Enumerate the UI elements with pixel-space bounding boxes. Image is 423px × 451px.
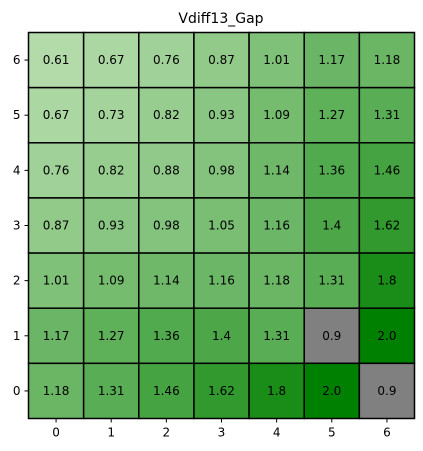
cell-value-label: 1.18 [374, 53, 401, 67]
x-tick-label: 4 [273, 426, 281, 440]
heatmap-cell [82, 307, 140, 365]
heatmap-cell [82, 197, 140, 254]
cell-value-label: 1.8 [267, 384, 286, 398]
heatmap-cell [138, 142, 195, 199]
cell-value-label: 0.73 [98, 108, 125, 122]
cell-value-label: 0.61 [43, 53, 70, 67]
cell-value-label: 1.31 [318, 274, 345, 288]
heatmap-cell [27, 252, 85, 309]
cell-value-label: 0.93 [208, 108, 235, 122]
cell-value-label: 0.82 [153, 108, 180, 122]
cell-value-label: 0.87 [43, 219, 70, 233]
x-tick-label: 6 [383, 426, 391, 440]
cell-value-label: 0.87 [208, 53, 235, 67]
y-tick-label: 3 [13, 219, 21, 233]
x-tick-label: 2 [163, 426, 171, 440]
cell-value-label: 1.31 [98, 384, 125, 398]
cell-value-label: 1.14 [263, 163, 290, 177]
cell-value-label: 1.62 [208, 384, 235, 398]
heatmap-cell [358, 197, 416, 254]
y-tick-label: 1 [13, 329, 21, 343]
heatmap-cell [358, 142, 416, 199]
heatmap-cell [82, 142, 140, 199]
x-tick-label: 1 [107, 426, 115, 440]
cell-value-label: 0.9 [322, 329, 341, 343]
cell-value-label: 1.16 [208, 274, 235, 288]
cell-value-label: 1.46 [374, 163, 401, 177]
cell-value-label: 0.88 [153, 163, 180, 177]
heatmap-cell [303, 197, 361, 254]
y-axis: 6 5 4 3 2 1 0 [13, 53, 29, 398]
cell-value-label: 0.9 [377, 384, 396, 398]
heatmap-cell [303, 31, 361, 89]
heatmap-cells: 0.61 0.67 0.76 0.87 1.01 1.17 1.18 0.67 0.73 0.82… [27, 31, 416, 420]
cell-value-label: 0.67 [43, 108, 70, 122]
y-tick-label: 6 [13, 53, 21, 67]
x-tick-label: 0 [52, 426, 60, 440]
chart-title: Vdiff13_Gap [178, 11, 263, 27]
cell-value-label: 1.14 [153, 274, 180, 288]
cell-value-label: 0.98 [153, 219, 180, 233]
cell-value-label: 1.4 [322, 219, 341, 233]
cell-value-label: 1.31 [374, 108, 401, 122]
heatmap-cell [138, 362, 195, 420]
heatmap-cell [27, 197, 85, 254]
cell-value-label: 2.0 [322, 384, 341, 398]
cell-value-label: 0.76 [153, 53, 180, 67]
cell-value-label: 0.93 [98, 219, 125, 233]
heatmap-cell [248, 362, 305, 420]
heatmap-cell [248, 142, 305, 199]
plot-frame [28, 32, 415, 419]
cell-value-label: 1.27 [318, 108, 345, 122]
cell-value-label: 1.17 [318, 53, 345, 67]
cell-value-label: 2.0 [377, 329, 396, 343]
y-tick-label: 2 [13, 274, 21, 288]
heatmap-cell [27, 307, 85, 365]
heatmap-cell [193, 142, 250, 199]
cell-value-label: 1.17 [43, 329, 70, 343]
cell-value-label: 0.82 [98, 163, 125, 177]
heatmap-cell [358, 362, 416, 420]
cell-value-label: 1.8 [377, 274, 396, 288]
heatmap-cell [303, 362, 361, 420]
cell-value-label: 1.09 [263, 108, 290, 122]
y-tick-label: 4 [13, 163, 21, 177]
cell-value-label: 1.36 [153, 329, 180, 343]
cell-value-label: 1.05 [208, 219, 235, 233]
x-tick-label: 3 [218, 426, 226, 440]
cell-value-label: 0.67 [98, 53, 125, 67]
cell-value-label: 1.4 [212, 329, 231, 343]
x-axis: 0 1 2 3 4 5 6 [52, 418, 391, 440]
cell-value-label: 1.31 [263, 329, 290, 343]
heatmap-cell [82, 31, 140, 89]
cell-value-label: 0.76 [43, 163, 70, 177]
heatmap-cell [193, 362, 250, 420]
heatmap-cell [138, 252, 195, 309]
heatmap-cell [358, 86, 416, 144]
y-tick-label: 5 [13, 108, 21, 122]
x-tick-label: 5 [328, 426, 336, 440]
cell-value-label: 1.01 [263, 53, 290, 67]
cell-value-label: 1.01 [43, 274, 70, 288]
cell-value-label: 1.16 [263, 219, 290, 233]
y-tick-label: 0 [13, 384, 21, 398]
cell-value-label: 1.62 [374, 219, 401, 233]
heatmap-cell [303, 142, 361, 199]
cell-value-label: 0.98 [208, 163, 235, 177]
heatmap-cell [248, 86, 305, 144]
heatmap-cell [138, 86, 195, 144]
cell-value-label: 1.09 [98, 274, 125, 288]
cell-value-label: 1.18 [263, 274, 290, 288]
cell-value-label: 1.18 [43, 384, 70, 398]
cell-value-label: 1.36 [318, 163, 345, 177]
heatmap-cell [358, 307, 416, 365]
cell-value-label: 1.46 [153, 384, 180, 398]
cell-value-label: 1.27 [98, 329, 125, 343]
